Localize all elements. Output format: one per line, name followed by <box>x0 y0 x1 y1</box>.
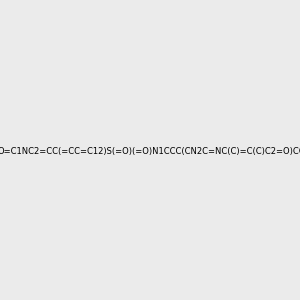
Text: O=C1NC2=CC(=CC=C12)S(=O)(=O)N1CCC(CN2C=NC(C)=C(C)C2=O)CC1: O=C1NC2=CC(=CC=C12)S(=O)(=O)N1CCC(CN2C=N… <box>0 147 300 156</box>
